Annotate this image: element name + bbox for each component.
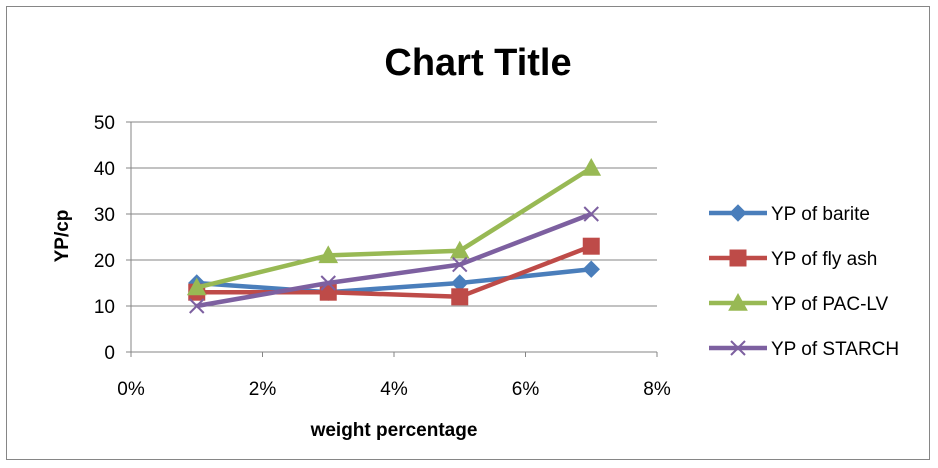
data-point [581,157,602,176]
legend-label: YP of PAC-LV [771,294,889,315]
legend-marker [728,292,748,311]
legend-item: YP of fly ash [709,249,877,270]
x-axis-label: weight percentage [310,420,478,441]
x-tick-label: 8% [643,379,671,400]
data-point [583,206,599,222]
legend-label: YP of fly ash [771,249,877,270]
gridlines [131,121,657,307]
y-axis-label: YP/cp [52,210,73,263]
x-tick-label: 0% [117,379,145,400]
legend: YP of barite YP of fly ash YP of PAC-LV YP … [709,204,899,360]
y-tick-label: 30 [94,205,115,226]
data-point [320,275,336,291]
data-point [449,240,470,259]
x-tick-label: 4% [380,379,408,400]
series-line [196,166,593,290]
data-point [452,256,468,273]
chart-frame [6,6,930,460]
y-tick-label: 0 [104,343,115,364]
data-point [582,260,600,278]
legend-item: YP of PAC-LV [709,292,889,315]
tick-labels: 0 10 20 30 40 50 0% 2% 4% 6% 8% [94,113,671,400]
series-line [196,266,592,295]
data-point [319,283,337,301]
series-line [196,211,593,309]
legend-marker [730,340,746,356]
data-point [451,288,469,306]
data-point [582,237,600,255]
x-tick-label: 2% [249,379,277,400]
legend-item: YP of barite [709,204,870,225]
series-2 [186,157,602,296]
legend-label: YP of barite [771,204,870,225]
series-lines [186,157,602,314]
y-tick-label: 50 [94,113,115,134]
data-point [189,298,205,314]
legend-marker [729,249,747,267]
series-line [196,244,593,300]
legend-item: YP of STARCH [709,339,899,360]
data-point [186,277,207,296]
y-tick-label: 20 [94,251,115,272]
legend-marker [729,204,747,222]
legend-label: YP of STARCH [771,339,899,360]
axes [126,121,658,357]
y-tick-label: 40 [94,159,115,180]
x-tick-label: 6% [512,379,540,400]
series-3 [189,206,599,314]
chart-title: Chart Title [384,42,571,84]
y-tick-label: 10 [94,297,115,318]
data-point [318,245,339,264]
